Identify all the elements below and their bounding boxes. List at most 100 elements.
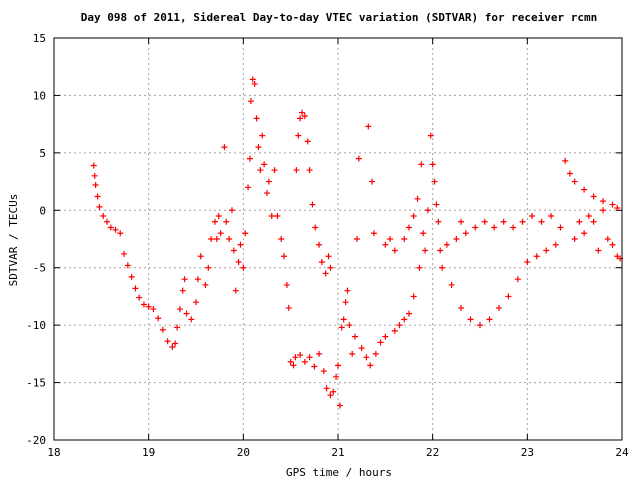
data-point — [261, 161, 268, 168]
data-point — [318, 258, 325, 265]
grid-lines — [54, 38, 622, 440]
x-tick-label: 22 — [426, 446, 439, 459]
data-point — [336, 402, 343, 409]
data-point — [312, 224, 319, 231]
data-point — [215, 213, 222, 220]
data-point — [543, 247, 550, 254]
data-point — [557, 224, 564, 231]
data-point — [365, 123, 372, 130]
data-point — [176, 306, 183, 313]
y-tick-label: 5 — [39, 147, 46, 160]
data-point — [179, 287, 186, 294]
data-point — [297, 352, 304, 359]
data-point — [322, 270, 329, 277]
data-point — [358, 345, 365, 352]
data-point — [323, 385, 330, 392]
data-point — [443, 241, 450, 248]
data-point — [429, 161, 436, 168]
data-point — [406, 224, 412, 231]
data-point — [245, 184, 252, 191]
data-point — [246, 155, 253, 162]
data-point — [217, 230, 224, 237]
data-point — [274, 213, 281, 220]
data-point — [94, 193, 101, 200]
data-point — [155, 315, 162, 322]
data-point — [223, 218, 230, 225]
data-point — [377, 339, 384, 346]
data-point — [213, 236, 220, 242]
data-point — [255, 144, 262, 151]
data-point — [462, 230, 469, 237]
data-point — [370, 230, 377, 237]
data-point — [194, 276, 201, 283]
data-point — [424, 207, 431, 214]
data-point — [96, 203, 103, 210]
data-point — [193, 299, 199, 306]
y-tick-label: -20 — [26, 434, 46, 447]
data-point — [287, 358, 294, 365]
data-point — [100, 213, 107, 220]
data-point — [309, 201, 316, 208]
data-point — [369, 178, 376, 185]
y-tick-label: -5 — [33, 262, 46, 275]
data-point — [500, 218, 507, 225]
data-point — [181, 276, 188, 283]
data-point — [301, 358, 308, 365]
data-point — [247, 98, 254, 105]
data-point — [410, 293, 417, 300]
data-point — [590, 193, 597, 200]
data-point — [590, 218, 597, 225]
data-point — [467, 316, 474, 323]
data-point — [132, 285, 139, 292]
data-point — [188, 316, 195, 323]
data-point — [571, 178, 578, 185]
data-point — [477, 322, 483, 329]
data-point — [609, 201, 616, 208]
data-point — [406, 310, 412, 317]
data-point — [292, 354, 299, 361]
data-point — [92, 182, 99, 189]
data-point — [414, 195, 421, 202]
data-point — [491, 224, 498, 231]
data-point — [340, 316, 347, 323]
data-point — [257, 167, 264, 174]
data-point — [107, 224, 114, 231]
data-point — [562, 157, 569, 164]
data-point — [306, 354, 313, 361]
data-point — [346, 322, 353, 329]
data-point — [174, 324, 181, 331]
data-point — [401, 316, 408, 323]
x-tick-label: 24 — [615, 446, 629, 459]
data-point — [581, 186, 588, 193]
data-point — [433, 201, 440, 208]
data-point — [259, 132, 266, 139]
data-point — [221, 144, 228, 151]
data-point — [363, 354, 370, 361]
data-point — [290, 362, 297, 369]
data-point — [372, 350, 379, 357]
y-axis-label: SDTVAR / TECUs — [7, 194, 20, 287]
data-point — [197, 253, 204, 260]
data-point — [367, 362, 374, 369]
data-points — [90, 76, 624, 409]
data-point — [548, 213, 554, 220]
data-point — [571, 236, 578, 242]
data-point — [552, 241, 559, 248]
data-point — [495, 304, 502, 311]
data-point — [140, 301, 147, 308]
data-point — [172, 340, 179, 347]
data-point — [514, 276, 521, 283]
x-tick-label: 21 — [331, 446, 344, 459]
data-point — [183, 310, 190, 317]
x-tick-label: 20 — [237, 446, 250, 459]
y-tick-label: -15 — [26, 377, 46, 390]
data-point — [283, 281, 290, 288]
data-point — [529, 213, 536, 220]
data-point — [265, 178, 272, 185]
plot-frame — [53, 37, 623, 441]
x-axis-label: GPS time / hours — [286, 466, 392, 479]
y-tick-label: 10 — [33, 89, 46, 102]
data-point — [431, 178, 438, 185]
y-tick-label: 15 — [33, 32, 46, 45]
